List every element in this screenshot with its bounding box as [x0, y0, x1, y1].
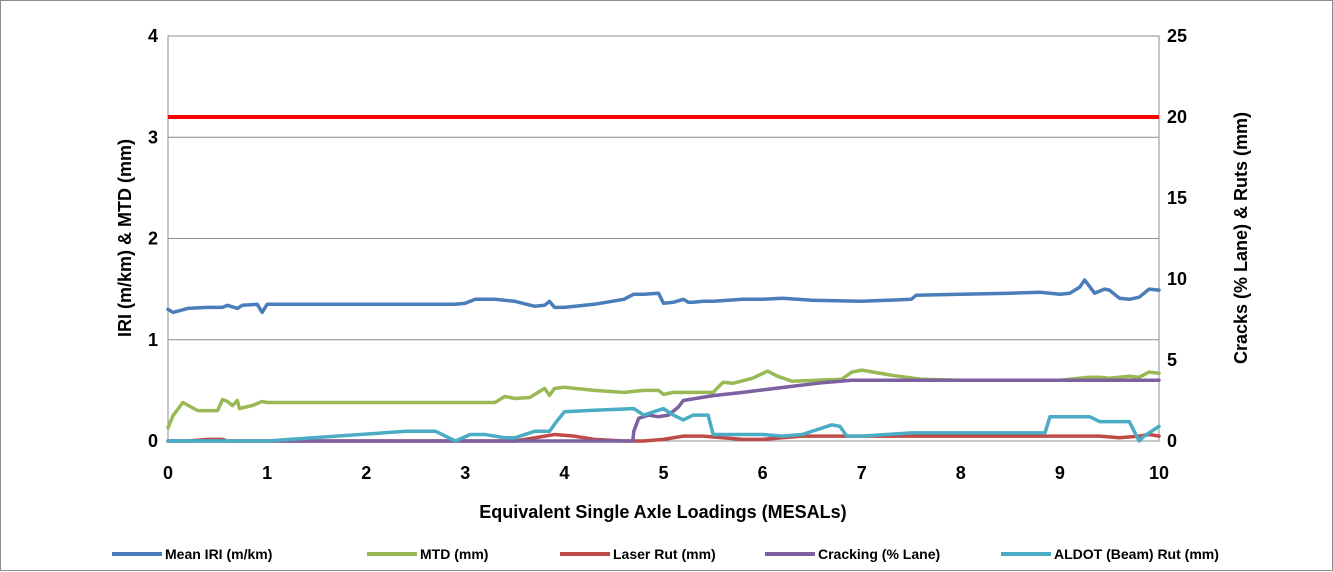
y-left-tick-label: 0 — [148, 431, 158, 451]
x-tick-label: 4 — [559, 463, 569, 483]
y-left-tick-label: 1 — [148, 330, 158, 350]
x-tick-label: 3 — [460, 463, 470, 483]
y-right-tick-label: 10 — [1167, 269, 1187, 289]
y-left-tick-label: 3 — [148, 127, 158, 147]
series-line-4 — [166, 378, 1161, 443]
y-axis-title-left: IRI (m/km) & MTD (mm) — [115, 139, 135, 337]
x-tick-label: 9 — [1055, 463, 1065, 483]
series-layer — [166, 278, 1161, 443]
x-tick-label: 1 — [262, 463, 272, 483]
legend-label: Cracking (% Lane) — [818, 546, 940, 562]
y-right-tick-label: 15 — [1167, 188, 1187, 208]
x-tick-label: 10 — [1149, 463, 1169, 483]
y-left-tick-label: 4 — [148, 26, 158, 46]
x-tick-label: 2 — [361, 463, 371, 483]
x-tick-label: 6 — [758, 463, 768, 483]
legend-label: Laser Rut (mm) — [613, 546, 716, 562]
legend: Mean IRI (m/km) MTD (mm) Laser Rut (mm) Cra… — [112, 546, 1219, 562]
series-line-5 — [166, 406, 1161, 443]
x-axis-title: Equivalent Single Axle Loadings (MESALs) — [479, 502, 846, 522]
x-tick-label: 0 — [163, 463, 173, 483]
y-right-tick-label: 25 — [1167, 26, 1187, 46]
y-right-tick-label: 5 — [1167, 350, 1177, 370]
legend-label: ALDOT (Beam) Rut (mm) — [1054, 546, 1219, 562]
tick-labels: 0 1 2 3 4 5 6 7 8 9 10 0 1 2 3 4 0 5 10 15 20 25 — [148, 26, 1187, 483]
x-tick-label: 7 — [857, 463, 867, 483]
y-left-tick-label: 2 — [148, 229, 158, 249]
x-tick-label: 8 — [956, 463, 966, 483]
y-axis-title-right: Cracks (% Lane) & Ruts (mm) — [1231, 112, 1251, 364]
series-line-1 — [166, 278, 1161, 315]
y-right-tick-label: 0 — [1167, 431, 1177, 451]
y-right-tick-label: 20 — [1167, 107, 1187, 127]
legend-label: MTD (mm) — [420, 546, 488, 562]
x-tick-label: 5 — [658, 463, 668, 483]
legend-label: Mean IRI (m/km) — [165, 546, 272, 562]
